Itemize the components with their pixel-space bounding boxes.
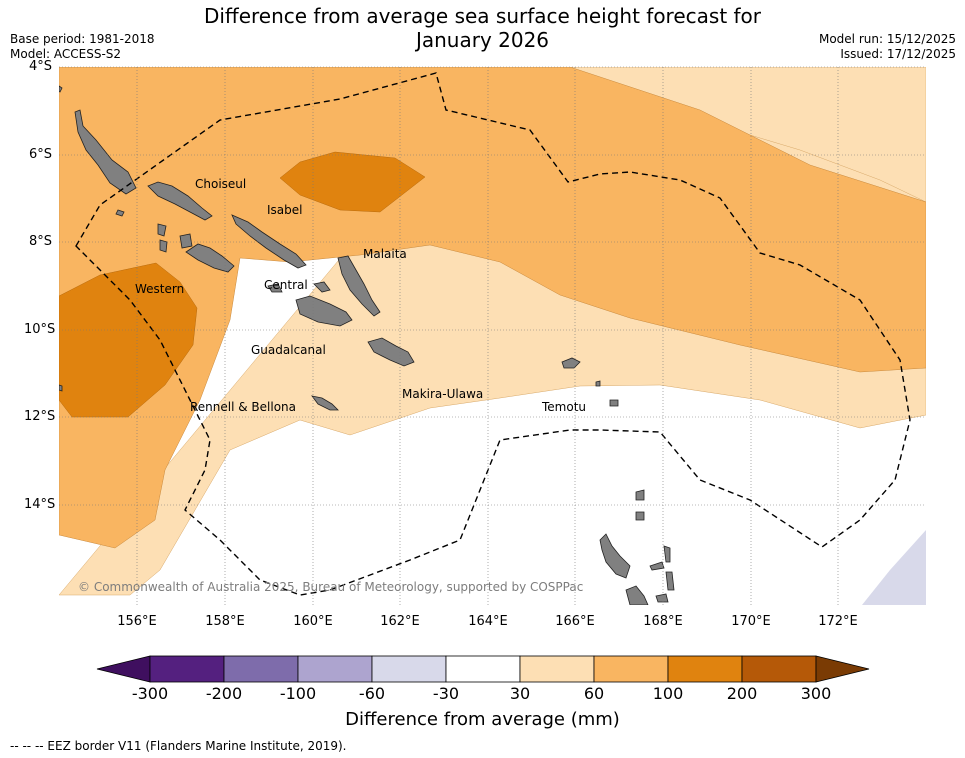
land-masses <box>59 85 675 605</box>
region-label-malaita: Malaita <box>363 247 407 261</box>
colorbar-tick-1: -200 <box>205 684 243 703</box>
new-georgia-island <box>185 243 235 273</box>
lon-label-166e: 166°E <box>555 614 595 629</box>
lon-label-168e: 168°E <box>643 614 683 629</box>
colorbar-swatch-9 <box>741 655 817 683</box>
region-label-choiseul: Choiseul <box>195 177 247 191</box>
torres-islands <box>635 511 645 521</box>
region-label-central: Central <box>264 278 308 292</box>
ambrym-island <box>655 593 669 603</box>
espiritu-santo-island <box>599 533 631 579</box>
grid-lines <box>59 66 926 605</box>
colorbar-tick-8: 200 <box>726 684 758 703</box>
lon-label-170e: 170°E <box>731 614 771 629</box>
banks-islands <box>635 489 645 501</box>
maewo-island <box>663 545 671 563</box>
lon-label-164e: 164°E <box>468 614 508 629</box>
region-label-makira-ulawa: Makira-Ulawa <box>402 387 484 401</box>
lon-label-162e: 162°E <box>380 614 420 629</box>
ambae-island <box>649 561 665 571</box>
makira-island <box>367 337 415 367</box>
colorbar-tick-6: 60 <box>583 684 605 703</box>
lat-label-14s: 14°S <box>24 497 56 512</box>
region-label-isabel: Isabel <box>267 203 303 217</box>
vella-lavella-island <box>157 223 167 237</box>
region-label-western: Western <box>135 282 185 296</box>
kolombangara-island <box>179 233 193 249</box>
colorbar-swatch-2 <box>223 655 299 683</box>
eez-legend: -- -- -- EEZ border V11 (Flanders Marine… <box>10 739 347 753</box>
ndeni-island <box>561 357 581 369</box>
copyright-notice: © Commonwealth of Australia 2025, Bureau… <box>78 580 584 594</box>
colorbar-swatch-6 <box>519 655 595 683</box>
lat-label-10s: 10°S <box>24 322 56 337</box>
model-name: Model: ACCESS-S2 <box>10 47 122 61</box>
colorbar-swatch-5 <box>445 655 521 683</box>
colorbar-tick-3: -60 <box>358 684 386 703</box>
colorbar-tick-2: -100 <box>279 684 317 703</box>
lon-label-156e: 156°E <box>117 614 157 629</box>
colorbar-tick-0: -300 <box>131 684 169 703</box>
isabel-island <box>231 214 307 269</box>
russell-islands <box>267 283 283 293</box>
colorbar-swatch-4 <box>371 655 447 683</box>
lon-label-160e: 160°E <box>293 614 333 629</box>
vanikoro-island <box>609 399 619 407</box>
lat-label-4s: 4°S <box>28 59 52 74</box>
colorbar-swatch-1 <box>149 655 225 683</box>
base-period: Base period: 1981-2018 <box>10 32 155 46</box>
band-100-200-northeast <box>279 151 426 213</box>
title-line-2: January 2026 <box>415 28 550 52</box>
malaita-island <box>337 255 381 317</box>
small-islet-edge-north <box>59 85 63 93</box>
malekula-island <box>625 585 649 605</box>
lat-label-12s: 12°S <box>24 409 56 424</box>
small-islet-west <box>115 209 125 217</box>
rennell-island <box>311 395 339 411</box>
colorbar-tick-5: 30 <box>509 684 531 703</box>
region-label-guadalcanal: Guadalcanal <box>251 343 326 357</box>
lon-label-158e: 158°E <box>205 614 245 629</box>
region-label-temotu: Temotu <box>542 400 587 414</box>
map-title: Difference from average sea surface heig… <box>0 4 965 52</box>
meta-left: Base period: 1981-2018 Model: ACCESS-S2 <box>10 32 155 62</box>
colorbar <box>96 655 870 683</box>
title-line-1: Difference from average sea surface heig… <box>203 4 762 28</box>
ranongga-island <box>159 239 168 253</box>
lat-label-6s: 6°S <box>28 147 52 162</box>
map-layers <box>59 67 926 605</box>
model-run: Model run: 15/12/2025 <box>818 32 956 46</box>
region-label-rennell-bellona: Rennell & Bellona <box>190 400 297 414</box>
eez-border <box>75 72 911 596</box>
choiseul-island <box>147 181 213 221</box>
band-100-200-west <box>59 262 198 418</box>
colorbar-tick-7: 100 <box>652 684 684 703</box>
reef-islands <box>595 380 601 387</box>
small-islet-edge-south <box>59 384 63 392</box>
band-60-100 <box>59 67 926 549</box>
meta-right: Model run: 15/12/2025 Issued: 17/12/2025 <box>819 32 956 62</box>
colorbar-extend-high <box>815 655 870 683</box>
florida-islands <box>313 281 331 293</box>
colorbar-swatch-3 <box>297 655 373 683</box>
guadalcanal-island <box>295 295 353 327</box>
colorbar-tick-9: 300 <box>800 684 832 703</box>
pentecost-island <box>665 571 675 591</box>
band-neg-30-60 <box>862 530 926 605</box>
issued-date: Issued: 17/12/2025 <box>840 47 956 61</box>
colorbar-title: Difference from average (mm) <box>345 709 620 730</box>
lon-label-172e: 172°E <box>818 614 858 629</box>
colorbar-extend-low <box>96 655 151 683</box>
colorbar-swatch-8 <box>667 655 743 683</box>
colorbar-tick-4: -30 <box>432 684 460 703</box>
bougainville-island <box>74 109 137 195</box>
lat-label-8s: 8°S <box>28 234 52 249</box>
colorbar-swatch-7 <box>593 655 669 683</box>
